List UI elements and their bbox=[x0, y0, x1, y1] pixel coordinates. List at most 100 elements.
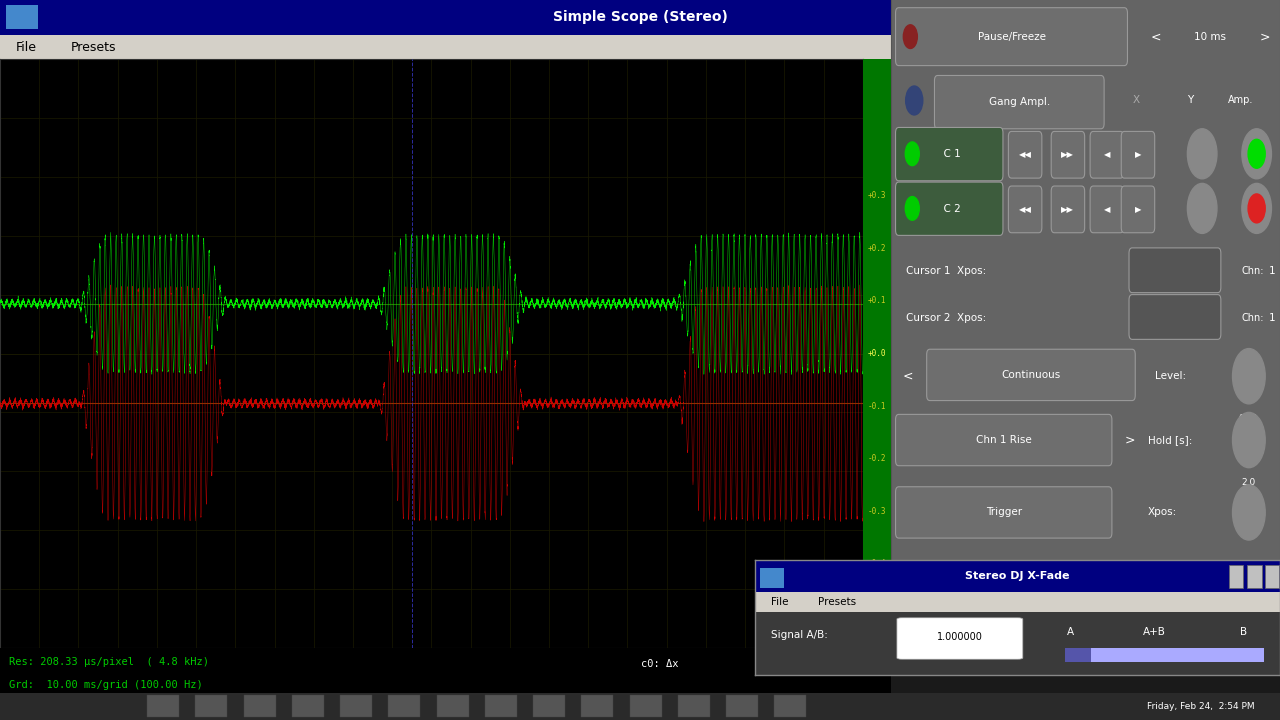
Text: -0.2: -0.2 bbox=[868, 454, 886, 463]
Bar bbox=[1265, 564, 1280, 588]
Circle shape bbox=[1248, 139, 1265, 168]
Text: Cursor 2  Xpos:: Cursor 2 Xpos: bbox=[906, 312, 987, 323]
Text: C 1: C 1 bbox=[937, 149, 961, 159]
Text: -0.3: -0.3 bbox=[868, 507, 886, 516]
Text: <: < bbox=[902, 369, 913, 383]
Bar bbox=[388, 696, 420, 717]
Bar bbox=[1219, 4, 1234, 31]
Text: c0: Δx: c0: Δx bbox=[641, 659, 678, 669]
Bar bbox=[755, 593, 1280, 612]
Text: Y: Y bbox=[1188, 96, 1194, 105]
Text: +0.2: +0.2 bbox=[868, 244, 886, 253]
Circle shape bbox=[904, 24, 918, 48]
FancyBboxPatch shape bbox=[1091, 132, 1124, 178]
Bar bbox=[760, 568, 785, 588]
Text: Hold [s]:: Hold [s]: bbox=[1148, 435, 1192, 445]
Bar bbox=[436, 696, 468, 717]
Circle shape bbox=[1188, 129, 1217, 179]
Text: B: B bbox=[1240, 626, 1247, 636]
Text: Cursor 1  Xpos:: Cursor 1 Xpos: bbox=[906, 266, 987, 276]
Text: >: > bbox=[1124, 433, 1135, 446]
Text: Amp.: Amp. bbox=[1229, 96, 1254, 105]
FancyBboxPatch shape bbox=[1009, 132, 1042, 178]
FancyBboxPatch shape bbox=[896, 487, 1112, 538]
Text: Continuous: Continuous bbox=[1001, 370, 1061, 380]
Bar bbox=[755, 560, 1280, 593]
Circle shape bbox=[905, 197, 919, 220]
Text: -0.5: -0.5 bbox=[868, 612, 886, 621]
Bar bbox=[1247, 564, 1262, 588]
Text: 1: 1 bbox=[1268, 312, 1276, 323]
FancyBboxPatch shape bbox=[1129, 248, 1221, 292]
FancyBboxPatch shape bbox=[1051, 132, 1084, 178]
Circle shape bbox=[905, 142, 919, 166]
FancyBboxPatch shape bbox=[934, 76, 1105, 129]
Text: ▶: ▶ bbox=[1135, 205, 1142, 214]
Text: Signal A/B:: Signal A/B: bbox=[771, 630, 828, 640]
Text: A: A bbox=[1066, 626, 1074, 636]
Text: <: < bbox=[1151, 30, 1161, 43]
Text: File: File bbox=[771, 597, 788, 607]
Bar bbox=[534, 696, 566, 717]
Bar bbox=[1236, 4, 1252, 31]
Text: +0.3: +0.3 bbox=[868, 192, 886, 200]
Text: -0.4: -0.4 bbox=[868, 559, 886, 568]
FancyBboxPatch shape bbox=[896, 127, 1004, 181]
Circle shape bbox=[1248, 194, 1265, 223]
Text: 1: 1 bbox=[1268, 266, 1276, 276]
Text: Gang Ampl.: Gang Ampl. bbox=[988, 97, 1050, 107]
Text: Simple Scope (Stereo): Simple Scope (Stereo) bbox=[553, 10, 727, 24]
FancyBboxPatch shape bbox=[1121, 186, 1155, 233]
Text: Chn:: Chn: bbox=[1242, 266, 1263, 276]
FancyBboxPatch shape bbox=[896, 415, 1112, 466]
Circle shape bbox=[1233, 485, 1265, 540]
Bar bbox=[196, 696, 228, 717]
Text: Grd:  10.00 ms/grid (100.00 Hz): Grd: 10.00 ms/grid (100.00 Hz) bbox=[9, 680, 202, 690]
Circle shape bbox=[1242, 129, 1271, 179]
FancyBboxPatch shape bbox=[896, 182, 1004, 235]
Text: C 2: C 2 bbox=[937, 204, 961, 214]
Text: File: File bbox=[15, 41, 36, 54]
Bar bbox=[485, 696, 517, 717]
Text: Presets: Presets bbox=[70, 41, 116, 54]
Text: ◀: ◀ bbox=[1103, 150, 1110, 159]
Text: >: > bbox=[1260, 30, 1270, 43]
Text: ◀◀: ◀◀ bbox=[1019, 150, 1032, 159]
Text: +0.0: +0.0 bbox=[868, 349, 886, 358]
Text: Pause/Freeze: Pause/Freeze bbox=[978, 32, 1046, 42]
FancyBboxPatch shape bbox=[1129, 294, 1221, 339]
Bar bbox=[147, 696, 179, 717]
Text: Trigger: Trigger bbox=[986, 508, 1021, 518]
Text: Stereo DJ X-Fade: Stereo DJ X-Fade bbox=[965, 571, 1070, 581]
Text: Chn:: Chn: bbox=[1242, 312, 1263, 323]
Bar bbox=[1065, 648, 1265, 662]
Text: ▶▶: ▶▶ bbox=[1061, 205, 1074, 214]
FancyBboxPatch shape bbox=[1091, 186, 1124, 233]
Text: 1.000000: 1.000000 bbox=[937, 632, 983, 642]
FancyBboxPatch shape bbox=[896, 8, 1128, 66]
FancyBboxPatch shape bbox=[1051, 186, 1084, 233]
Bar bbox=[243, 696, 275, 717]
Text: ◀◀: ◀◀ bbox=[1019, 205, 1032, 214]
Text: 2.0: 2.0 bbox=[1242, 477, 1256, 487]
Bar bbox=[6, 5, 38, 30]
Text: Level:: Level: bbox=[1156, 372, 1187, 381]
Circle shape bbox=[1188, 184, 1217, 233]
Text: Presets: Presets bbox=[818, 597, 856, 607]
Bar bbox=[678, 696, 710, 717]
Text: Friday, Feb 24,  2:54 PM: Friday, Feb 24, 2:54 PM bbox=[1147, 702, 1254, 711]
Text: X: X bbox=[1133, 96, 1139, 105]
Text: ▶▶: ▶▶ bbox=[1061, 150, 1074, 159]
Text: ▶: ▶ bbox=[1135, 150, 1142, 159]
Bar bbox=[726, 696, 758, 717]
Bar bbox=[340, 696, 372, 717]
FancyBboxPatch shape bbox=[927, 349, 1135, 400]
FancyBboxPatch shape bbox=[897, 618, 1023, 660]
Text: Res: 208.33 μs/pixel  ( 4.8 kHz): Res: 208.33 μs/pixel ( 4.8 kHz) bbox=[9, 657, 209, 667]
Bar bbox=[581, 696, 613, 717]
Text: -0.1: -0.1 bbox=[868, 402, 886, 410]
Text: 10 ms: 10 ms bbox=[1194, 32, 1226, 42]
Circle shape bbox=[1242, 184, 1271, 233]
FancyBboxPatch shape bbox=[1121, 132, 1155, 178]
Bar bbox=[1229, 564, 1243, 588]
